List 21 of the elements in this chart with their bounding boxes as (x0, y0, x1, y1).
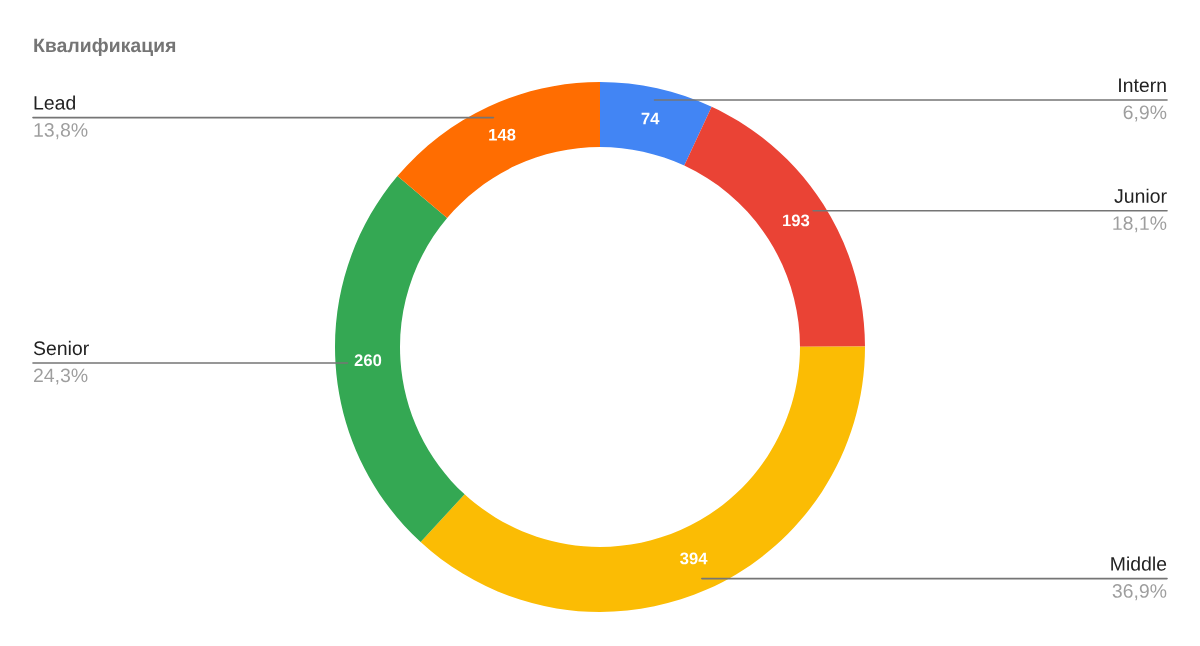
data-label: 148 (489, 128, 516, 141)
donut-slice (420, 346, 865, 612)
text: 24,3% (33, 368, 88, 385)
chart-title: Квалификация (34, 37, 176, 57)
text: 6,9% (1123, 105, 1167, 122)
donut-slice (397, 82, 600, 219)
donut-slice (600, 82, 712, 166)
slice-label: Lead (34, 95, 75, 110)
text: 13,8% (34, 123, 88, 140)
slice-label: Junior (1114, 188, 1167, 203)
data-label: 193 (783, 214, 810, 227)
data-label: 394 (680, 552, 708, 565)
donut-slice (684, 106, 865, 347)
data-label: 74 (641, 112, 660, 125)
slice-label: Senior (33, 340, 89, 356)
data-label: 260 (354, 354, 382, 367)
donut-slice (335, 176, 465, 543)
text: 36,9% (1112, 584, 1167, 601)
text: 18,1% (1113, 216, 1167, 233)
slice-label: Middle (1111, 556, 1167, 571)
slice-label: Intern (1119, 78, 1166, 93)
